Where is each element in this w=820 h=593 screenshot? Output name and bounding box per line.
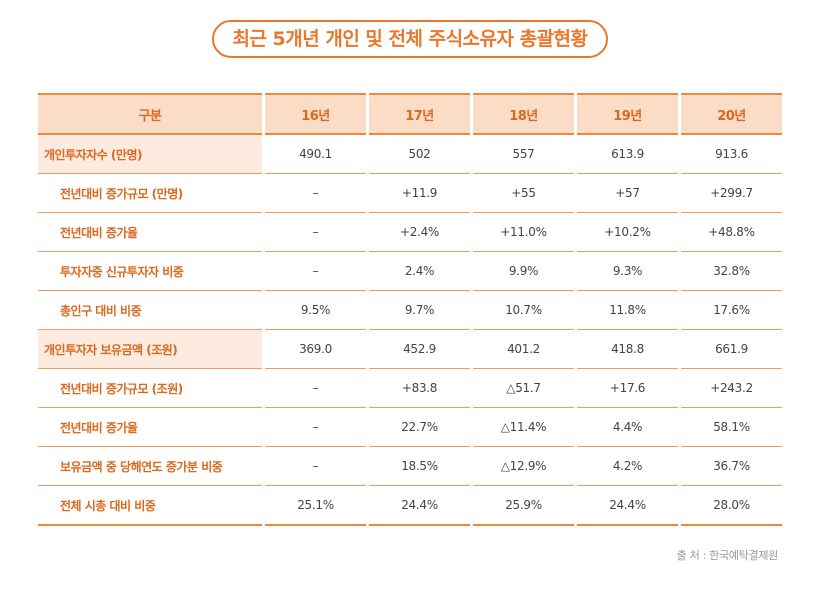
table-cell: 4.4%: [574, 407, 681, 447]
row-label: 전년대비 증가규모 (조원): [35, 368, 265, 408]
table-cell: –: [262, 368, 369, 408]
table-cell: –: [262, 446, 369, 486]
table-cell: +55: [470, 173, 577, 213]
table-cell: +11.0%: [470, 212, 577, 252]
header-category: 구분: [35, 93, 265, 135]
table-cell: 24.4%: [366, 485, 473, 526]
table-cell: +17.6: [574, 368, 681, 408]
table-row: 전체 시총 대비 비중 25.1% 24.4% 25.9% 24.4% 28.0%: [35, 485, 785, 526]
table-cell: 913.6: [678, 134, 785, 174]
table-cell: 28.0%: [678, 485, 785, 526]
table-cell: 502: [366, 134, 473, 174]
row-label: 전년대비 증가율: [35, 407, 265, 447]
row-label: 개인투자자 보유금액 (조원): [35, 329, 265, 369]
table-cell: 32.8%: [678, 251, 785, 291]
table-cell: +299.7: [678, 173, 785, 213]
table-cell: 9.9%: [470, 251, 577, 291]
table-row: 보유금액 중 당해연도 증가분 비중 –18.5% △12.9% 4.2% 36.7%: [35, 446, 785, 486]
table-cell: 9.5%: [262, 290, 369, 330]
row-label: 전체 시총 대비 비중: [35, 485, 265, 526]
table-row: 투자자중 신규투자자 비중 –2.4% 9.9% 9.3% 32.8%: [35, 251, 785, 291]
table-cell: +10.2%: [574, 212, 681, 252]
table-row: 총인구 대비 비중 9.5% 9.7% 10.7% 11.8% 17.6%: [35, 290, 785, 330]
table-row: 개인투자자수 (만명) 490.1 502 557 613.9 913.6: [35, 134, 785, 174]
header-year-20: 20년: [678, 93, 785, 135]
table-cell: 18.5%: [366, 446, 473, 486]
table-cell: 11.8%: [574, 290, 681, 330]
table-cell: 22.7%: [366, 407, 473, 447]
page-title: 최근 5개년 개인 및 전체 주식소유자 총괄현황: [212, 20, 608, 58]
table-row: 개인투자자 보유금액 (조원) 369.0 452.9 401.2 418.8 661.9: [35, 329, 785, 369]
table-cell: 613.9: [574, 134, 681, 174]
table-cell: 25.9%: [470, 485, 577, 526]
title-wrap: 최근 5개년 개인 및 전체 주식소유자 총괄현황: [0, 20, 820, 58]
table-body: 개인투자자수 (만명) 490.1 502 557 613.9 913.6 전년대비 증가규…: [35, 134, 785, 526]
row-label: 전년대비 증가규모 (만명): [35, 173, 265, 213]
header-year-18: 18년: [470, 93, 577, 135]
table-cell: 490.1: [262, 134, 369, 174]
header-year-17: 17년: [366, 93, 473, 135]
table-cell: +57: [574, 173, 681, 213]
table-cell: –: [262, 251, 369, 291]
table-cell: 661.9: [678, 329, 785, 369]
table-row: 전년대비 증가율 –22.7% △11.4% 4.4% 58.1%: [35, 407, 785, 447]
table-row: 전년대비 증가규모 (만명) – +11.9 +55 +57 +299.7: [35, 173, 785, 213]
table-cell: 25.1%: [262, 485, 369, 526]
table-cell: 4.2%: [574, 446, 681, 486]
row-label: 전년대비 증가율: [35, 212, 265, 252]
table-cell: 2.4%: [366, 251, 473, 291]
table-cell: 557: [470, 134, 577, 174]
row-label: 투자자중 신규투자자 비중: [35, 251, 265, 291]
table-cell: 401.2: [470, 329, 577, 369]
table-cell: △11.4%: [470, 407, 577, 447]
header-year-16: 16년: [262, 93, 369, 135]
table-cell: –: [262, 212, 369, 252]
header-year-19: 19년: [574, 93, 681, 135]
table-cell: 9.3%: [574, 251, 681, 291]
row-label: 개인투자자수 (만명): [35, 134, 265, 174]
row-label: 보유금액 중 당해연도 증가분 비중: [35, 446, 265, 486]
table-cell: +243.2: [678, 368, 785, 408]
source-note: 출 처 : 한국예탁결제원: [676, 549, 779, 562]
table-cell: –: [262, 173, 369, 213]
table-cell: 36.7%: [678, 446, 785, 486]
table-cell: 9.7%: [366, 290, 473, 330]
table-cell: 369.0: [262, 329, 369, 369]
table-cell: –: [262, 407, 369, 447]
table-cell: +48.8%: [678, 212, 785, 252]
table-cell: 17.6%: [678, 290, 785, 330]
table-row: 전년대비 증가규모 (조원) – +83.8 △51.7 +17.6 +243.2: [35, 368, 785, 408]
header-row: 구분 16년 17년 18년 19년 20년: [35, 93, 785, 135]
table-cell: 418.8: [574, 329, 681, 369]
table-row: 전년대비 증가율 – +2.4% +11.0% +10.2% +48.8%: [35, 212, 785, 252]
table-cell: +11.9: [366, 173, 473, 213]
table-cell: 452.9: [366, 329, 473, 369]
table-cell: 58.1%: [678, 407, 785, 447]
table-cell: 10.7%: [470, 290, 577, 330]
table-cell: △51.7: [470, 368, 577, 408]
table-cell: △12.9%: [470, 446, 577, 486]
table-cell: +2.4%: [366, 212, 473, 252]
stats-table: 구분 16년 17년 18년 19년 20년 개인투자자수 (만명) 490.1 5…: [35, 93, 785, 526]
table-cell: +83.8: [366, 368, 473, 408]
row-label: 총인구 대비 비중: [35, 290, 265, 330]
table-cell: 24.4%: [574, 485, 681, 526]
